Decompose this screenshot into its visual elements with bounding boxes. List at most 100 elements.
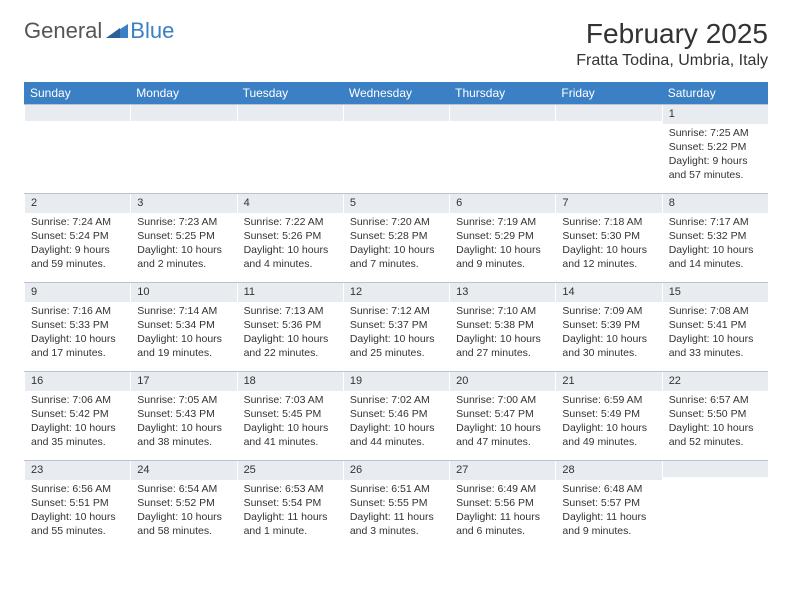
day-number [238, 105, 343, 121]
day-info-line: Daylight: 10 hours and 47 minutes. [456, 421, 549, 449]
day-body: Sunrise: 7:22 AMSunset: 5:26 PMDaylight:… [238, 213, 343, 276]
day-cell: 13Sunrise: 7:10 AMSunset: 5:38 PMDayligh… [449, 283, 555, 371]
day-info-line: Sunset: 5:25 PM [137, 229, 230, 243]
day-info-line: Daylight: 10 hours and 22 minutes. [244, 332, 337, 360]
day-info-line: Sunrise: 6:54 AM [137, 482, 230, 496]
day-cell: 7Sunrise: 7:18 AMSunset: 5:30 PMDaylight… [555, 194, 661, 282]
day-number: 16 [25, 372, 130, 391]
day-number [663, 461, 768, 477]
day-cell [237, 105, 343, 193]
day-body [25, 121, 130, 127]
day-info-line: Sunset: 5:56 PM [456, 496, 549, 510]
day-info-line: Sunrise: 7:00 AM [456, 393, 549, 407]
day-info-line: Sunset: 5:45 PM [244, 407, 337, 421]
day-cell: 16Sunrise: 7:06 AMSunset: 5:42 PMDayligh… [24, 372, 130, 460]
day-info-line: Sunrise: 6:48 AM [562, 482, 655, 496]
day-cell: 25Sunrise: 6:53 AMSunset: 5:54 PMDayligh… [237, 461, 343, 549]
day-info-line: Daylight: 11 hours and 3 minutes. [350, 510, 443, 538]
day-number: 8 [663, 194, 768, 213]
day-body: Sunrise: 6:56 AMSunset: 5:51 PMDaylight:… [25, 480, 130, 543]
day-number: 7 [556, 194, 661, 213]
day-cell: 21Sunrise: 6:59 AMSunset: 5:49 PMDayligh… [555, 372, 661, 460]
month-title: February 2025 [576, 18, 768, 50]
day-cell: 28Sunrise: 6:48 AMSunset: 5:57 PMDayligh… [555, 461, 661, 549]
day-body: Sunrise: 6:49 AMSunset: 5:56 PMDaylight:… [450, 480, 555, 543]
week-row: 23Sunrise: 6:56 AMSunset: 5:51 PMDayligh… [24, 460, 768, 549]
day-info-line: Sunset: 5:41 PM [669, 318, 762, 332]
day-body: Sunrise: 7:18 AMSunset: 5:30 PMDaylight:… [556, 213, 661, 276]
day-info-line: Sunrise: 7:10 AM [456, 304, 549, 318]
week-row: 9Sunrise: 7:16 AMSunset: 5:33 PMDaylight… [24, 282, 768, 371]
day-body: Sunrise: 7:16 AMSunset: 5:33 PMDaylight:… [25, 302, 130, 365]
day-cell: 5 Sunrise: 7:20 AMSunset: 5:28 PMDaylight… [343, 194, 449, 282]
day-info-line: Sunrise: 7:19 AM [456, 215, 549, 229]
day-cell [343, 105, 449, 193]
day-info-line: Sunrise: 7:02 AM [350, 393, 443, 407]
day-number: 6 [450, 194, 555, 213]
day-info-line: Sunset: 5:33 PM [31, 318, 124, 332]
day-info-line: Daylight: 10 hours and 7 minutes. [350, 243, 443, 271]
weekday-header: Saturday [662, 82, 768, 104]
day-cell [130, 105, 236, 193]
day-info-line: Daylight: 10 hours and 2 minutes. [137, 243, 230, 271]
day-body: Sunrise: 6:51 AMSunset: 5:55 PMDaylight:… [344, 480, 449, 543]
day-number: 28 [556, 461, 661, 480]
day-info-line: Sunset: 5:52 PM [137, 496, 230, 510]
day-body: Sunrise: 7:17 AMSunset: 5:32 PMDaylight:… [663, 213, 768, 276]
weekday-header: Thursday [449, 82, 555, 104]
day-body [344, 121, 449, 127]
day-info-line: Sunrise: 7:13 AM [244, 304, 337, 318]
logo-text-general: General [24, 18, 102, 44]
day-cell: 15Sunrise: 7:08 AMSunset: 5:41 PMDayligh… [662, 283, 768, 371]
day-body: Sunrise: 7:10 AMSunset: 5:38 PMDaylight:… [450, 302, 555, 365]
day-info-line: Daylight: 10 hours and 49 minutes. [562, 421, 655, 449]
day-info-line: Daylight: 11 hours and 6 minutes. [456, 510, 549, 538]
day-cell: 1Sunrise: 7:25 AMSunset: 5:22 PMDaylight… [662, 105, 768, 193]
day-info-line: Daylight: 11 hours and 1 minute. [244, 510, 337, 538]
day-number: 9 [25, 283, 130, 302]
day-info-line: Sunrise: 7:22 AM [244, 215, 337, 229]
day-info-line: Sunset: 5:28 PM [350, 229, 443, 243]
day-info-line: Daylight: 10 hours and 41 minutes. [244, 421, 337, 449]
day-cell: 3Sunrise: 7:23 AMSunset: 5:25 PMDaylight… [130, 194, 236, 282]
day-info-line: Sunset: 5:37 PM [350, 318, 443, 332]
day-body: Sunrise: 7:08 AMSunset: 5:41 PMDaylight:… [663, 302, 768, 365]
day-info-line: Daylight: 10 hours and 58 minutes. [137, 510, 230, 538]
day-cell: 20Sunrise: 7:00 AMSunset: 5:47 PMDayligh… [449, 372, 555, 460]
day-cell: 23Sunrise: 6:56 AMSunset: 5:51 PMDayligh… [24, 461, 130, 549]
day-body [238, 121, 343, 127]
day-cell: 12Sunrise: 7:12 AMSunset: 5:37 PMDayligh… [343, 283, 449, 371]
day-info-line: Sunset: 5:22 PM [669, 140, 762, 154]
day-info-line: Daylight: 10 hours and 25 minutes. [350, 332, 443, 360]
day-number: 21 [556, 372, 661, 391]
day-number: 19 [344, 372, 449, 391]
logo-triangle-icon [106, 22, 128, 43]
day-info-line: Daylight: 11 hours and 9 minutes. [562, 510, 655, 538]
week-row: 16Sunrise: 7:06 AMSunset: 5:42 PMDayligh… [24, 371, 768, 460]
day-info-line: Sunset: 5:29 PM [456, 229, 549, 243]
day-body: Sunrise: 7:24 AMSunset: 5:24 PMDaylight:… [25, 213, 130, 276]
day-body: Sunrise: 7:13 AMSunset: 5:36 PMDaylight:… [238, 302, 343, 365]
day-body [450, 121, 555, 127]
location-subtitle: Fratta Todina, Umbria, Italy [576, 52, 768, 70]
day-info-line: Sunrise: 7:16 AM [31, 304, 124, 318]
day-info-line: Daylight: 10 hours and 27 minutes. [456, 332, 549, 360]
day-body: Sunrise: 6:57 AMSunset: 5:50 PMDaylight:… [663, 391, 768, 454]
day-body: Sunrise: 7:23 AMSunset: 5:25 PMDaylight:… [131, 213, 236, 276]
day-number [556, 105, 661, 121]
day-info-line: Sunset: 5:26 PM [244, 229, 337, 243]
day-info-line: Sunset: 5:36 PM [244, 318, 337, 332]
day-info-line: Sunrise: 7:18 AM [562, 215, 655, 229]
day-info-line: Sunrise: 6:53 AM [244, 482, 337, 496]
day-number: 14 [556, 283, 661, 302]
day-number: 5 [344, 194, 449, 213]
day-number: 15 [663, 283, 768, 302]
weeks-container: 1Sunrise: 7:25 AMSunset: 5:22 PMDaylight… [24, 104, 768, 549]
day-info-line: Daylight: 10 hours and 44 minutes. [350, 421, 443, 449]
day-number [25, 105, 130, 121]
day-number: 12 [344, 283, 449, 302]
day-cell: 14Sunrise: 7:09 AMSunset: 5:39 PMDayligh… [555, 283, 661, 371]
day-info-line: Sunrise: 7:20 AM [350, 215, 443, 229]
day-info-line: Sunset: 5:39 PM [562, 318, 655, 332]
weekday-header: Monday [130, 82, 236, 104]
